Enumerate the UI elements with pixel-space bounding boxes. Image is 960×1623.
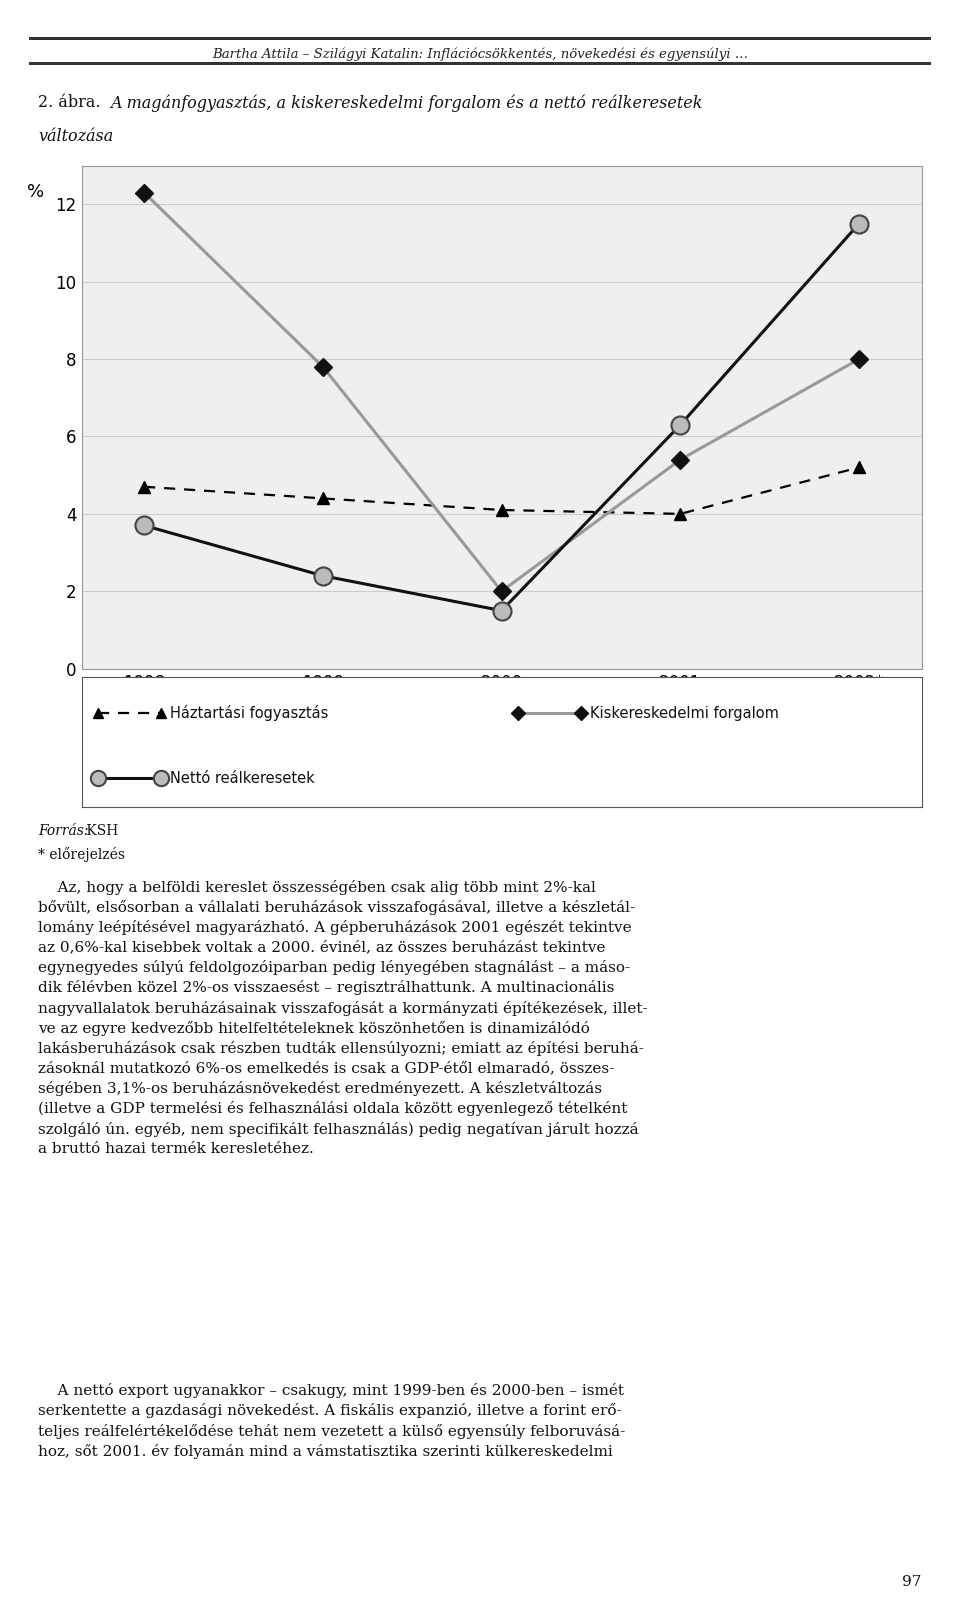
Text: változása: változása (38, 128, 113, 144)
Text: Bartha Attila – Szilágyi Katalin: Inflációcsökkentés, növekedési és egyensúlyi …: Bartha Attila – Szilágyi Katalin: Inflác… (212, 47, 748, 60)
Y-axis label: %: % (27, 183, 44, 201)
Text: * előrejelzés: * előrejelzés (38, 847, 126, 862)
Text: Kiskereskedelmi forgalom: Kiskereskedelmi forgalom (589, 706, 779, 721)
Text: A magánfogyasztás, a kiskereskedelmi forgalom és a nettó reálkeresetek: A magánfogyasztás, a kiskereskedelmi for… (110, 94, 703, 112)
Text: Forrás:: Forrás: (38, 824, 89, 839)
Text: Háztartási fogyasztás: Háztartási fogyasztás (170, 704, 328, 721)
Text: Az, hogy a belföldi kereslet összességében csak alig több mint 2%-kal
bővült, el: Az, hogy a belföldi kereslet összességéb… (38, 880, 648, 1156)
Text: 2. ábra.: 2. ábra. (38, 94, 106, 110)
Text: Nettó reálkeresetek: Nettó reálkeresetek (170, 771, 315, 786)
Text: 97: 97 (902, 1574, 922, 1589)
Text: A nettó export ugyanakkor – csakugy, mint 1999-ben és 2000-ben – ismét
serkentet: A nettó export ugyanakkor – csakugy, min… (38, 1383, 626, 1459)
Text: KSH: KSH (82, 824, 118, 839)
